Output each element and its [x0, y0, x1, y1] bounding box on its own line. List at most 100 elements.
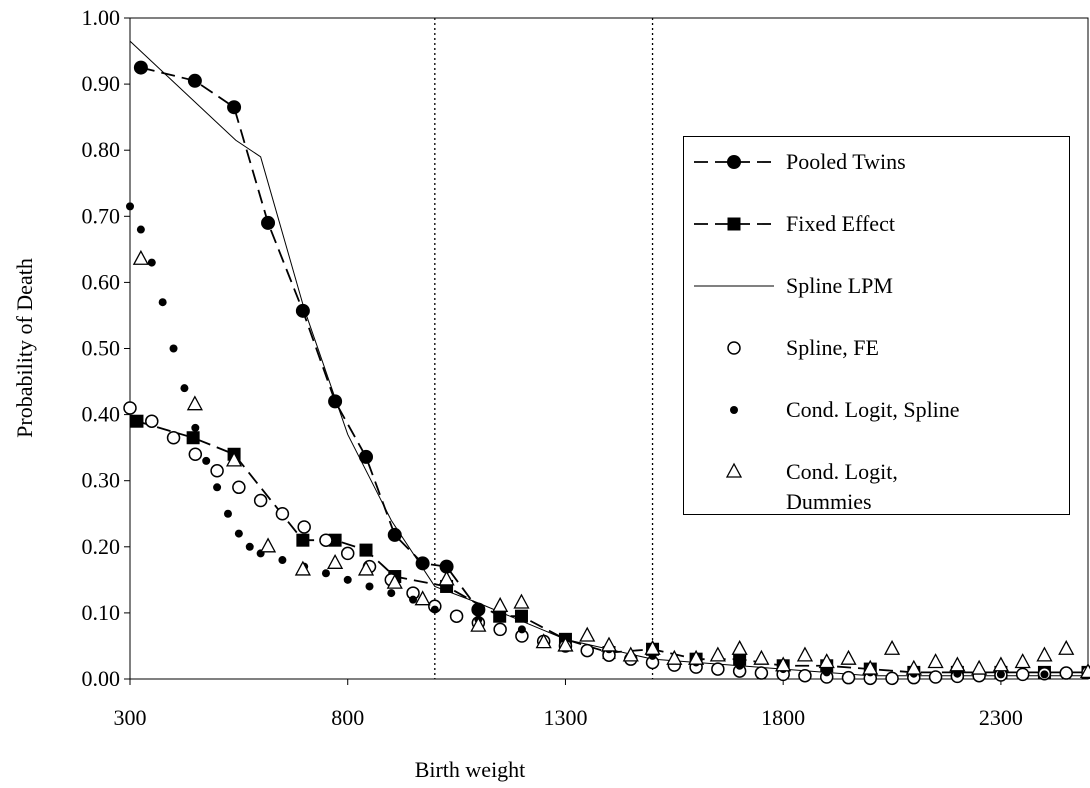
marker	[1079, 663, 1090, 679]
marker	[1040, 670, 1049, 679]
marker	[409, 595, 418, 604]
marker	[357, 560, 375, 576]
marker	[971, 659, 988, 675]
y-tick-label: 0.00	[82, 666, 121, 691]
marker	[927, 653, 944, 669]
marker	[245, 542, 254, 551]
marker	[210, 464, 224, 478]
marker	[949, 656, 966, 672]
marker	[992, 656, 1009, 672]
marker	[928, 670, 943, 684]
marker	[387, 527, 402, 542]
marker	[517, 625, 526, 634]
marker	[841, 670, 856, 685]
marker	[818, 653, 835, 669]
marker	[727, 155, 741, 169]
legend-entry: Spline LPM	[684, 271, 1069, 333]
marker	[225, 451, 243, 467]
marker	[725, 462, 743, 478]
legend-swatch	[725, 462, 743, 478]
marker	[513, 593, 530, 609]
y-tick-label: 0.60	[82, 269, 121, 294]
legend-entry: Pooled Twins	[684, 147, 1069, 209]
legend-label: Cond. Logit, Spline	[786, 397, 960, 422]
marker	[885, 671, 899, 686]
legend: Pooled Twins Fixed Effect Spline LPM Spline…	[683, 136, 1070, 515]
marker	[234, 529, 243, 538]
y-tick-label: 0.50	[82, 336, 121, 361]
marker	[796, 646, 814, 662]
marker	[953, 669, 962, 678]
marker	[622, 646, 639, 662]
marker	[430, 605, 439, 614]
marker	[905, 659, 922, 675]
marker	[1058, 639, 1075, 655]
marker	[688, 649, 705, 665]
legend-swatch	[694, 155, 774, 169]
marker	[492, 596, 509, 612]
marker	[414, 590, 431, 606]
x-tick-label: 1800	[761, 705, 805, 730]
marker	[727, 217, 741, 231]
legend-entry: Spline, FE	[684, 333, 1069, 395]
marker	[321, 569, 330, 578]
marker	[535, 633, 552, 649]
marker	[319, 533, 333, 547]
marker	[187, 73, 202, 88]
marker	[132, 249, 149, 265]
marker	[1059, 666, 1073, 680]
marker	[158, 298, 167, 307]
marker	[130, 414, 144, 428]
y-tick-label: 0.90	[82, 71, 121, 96]
marker	[557, 636, 574, 652]
marker	[579, 626, 596, 642]
marker	[840, 649, 857, 665]
marker	[340, 546, 355, 561]
legend-swatch	[694, 217, 774, 231]
marker	[822, 668, 831, 677]
legend-swatch	[730, 406, 738, 414]
legend-label: Cond. Logit, Dummies	[786, 459, 898, 514]
marker	[733, 652, 747, 666]
marker	[1015, 667, 1030, 682]
legend-entry: Fixed Effect	[684, 209, 1069, 271]
marker	[126, 202, 134, 211]
marker	[147, 258, 156, 267]
marker	[996, 670, 1005, 679]
marker	[261, 215, 276, 230]
marker	[753, 649, 770, 665]
marker	[359, 449, 374, 464]
marker	[709, 646, 726, 662]
marker	[1036, 646, 1053, 662]
y-tick-label: 0.70	[82, 203, 121, 228]
marker	[365, 582, 374, 591]
y-axis-label: Probability of Death	[12, 258, 37, 438]
legend-entry: Cond. Logit, Spline	[684, 395, 1069, 457]
series-line	[129, 40, 1088, 677]
marker	[438, 570, 455, 586]
marker	[666, 649, 683, 665]
marker	[415, 556, 430, 571]
marker	[296, 533, 310, 547]
marker	[232, 480, 246, 495]
y-tick-label: 1.00	[82, 5, 121, 30]
marker	[166, 430, 181, 445]
marker	[386, 573, 403, 589]
series-line	[140, 66, 480, 611]
marker	[862, 659, 879, 675]
x-axis-label: Birth weight	[415, 757, 526, 782]
marker	[798, 668, 812, 683]
marker	[186, 395, 203, 411]
legend-swatch	[694, 285, 774, 287]
marker	[275, 507, 290, 521]
y-tick-label: 0.40	[82, 402, 121, 427]
marker	[600, 636, 618, 652]
marker	[644, 639, 661, 655]
legend-label: Spline LPM	[786, 273, 893, 298]
marker	[294, 560, 311, 576]
marker	[883, 639, 901, 655]
x-tick-label: 1300	[543, 705, 587, 730]
marker	[180, 384, 189, 393]
